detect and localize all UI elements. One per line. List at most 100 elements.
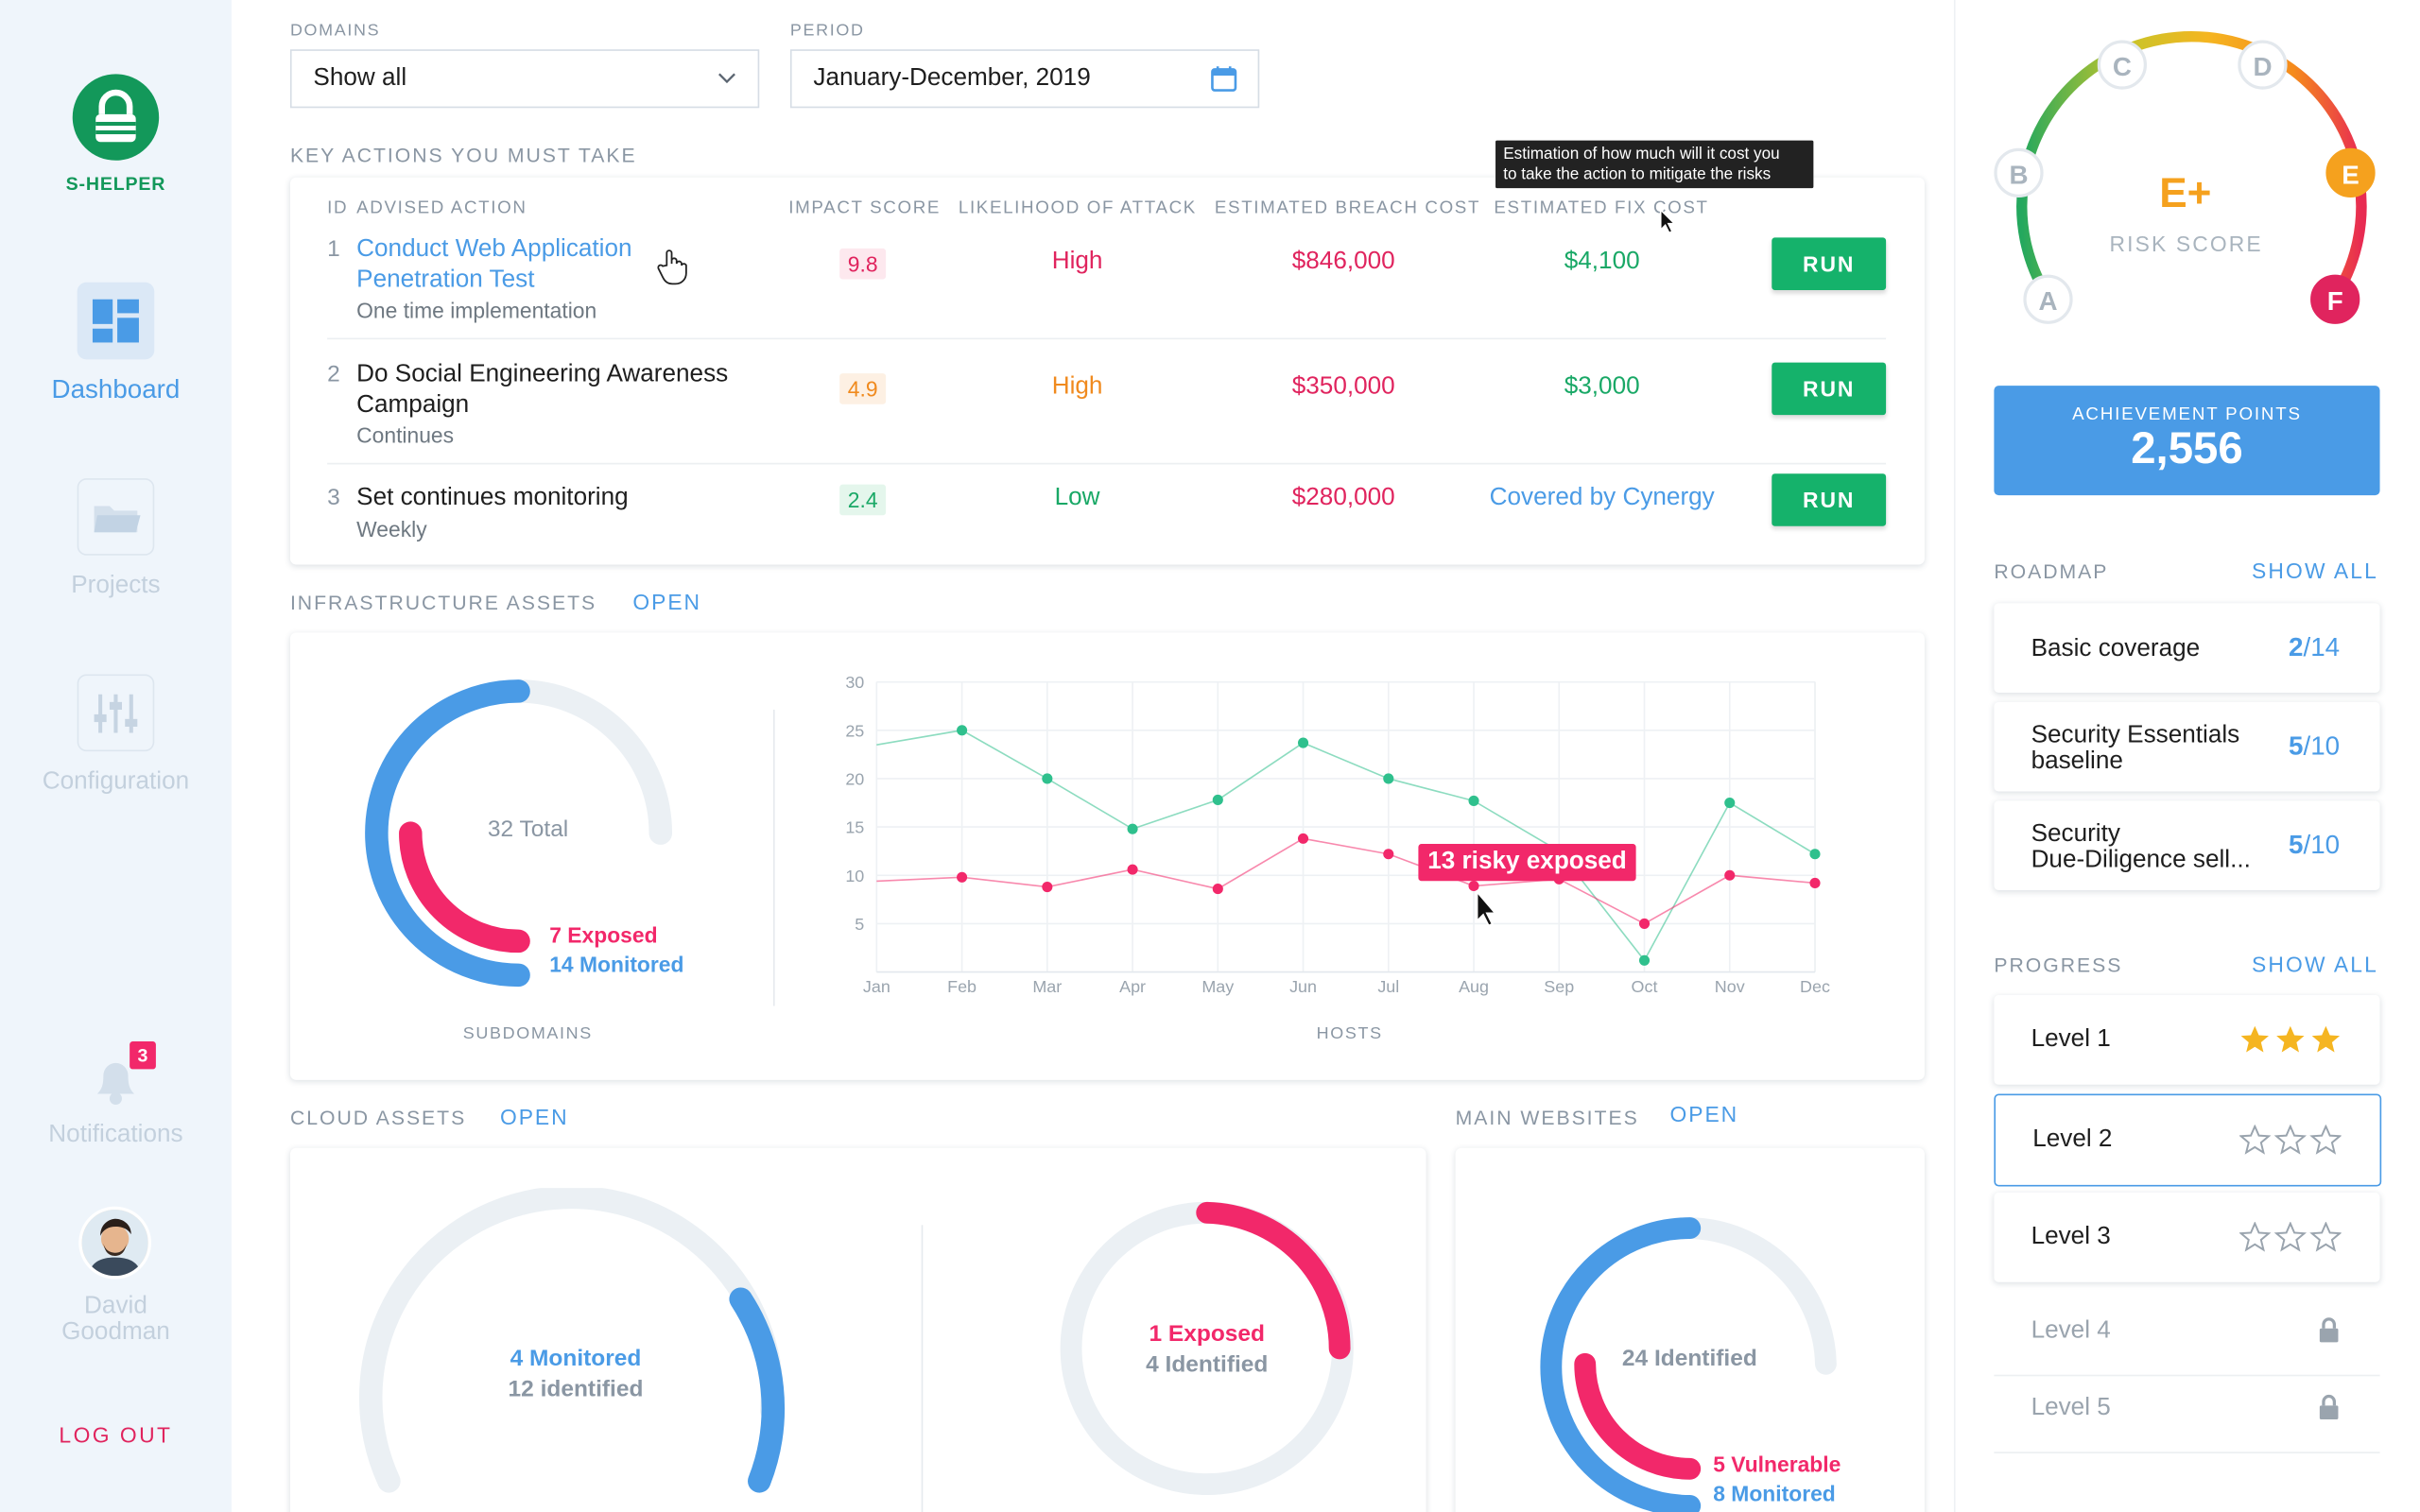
roadmap-item[interactable]: Security Due-Diligence sell... 5/10 <box>1994 800 2380 891</box>
sidebar: S-HELPER Dashboard Projects Configuratio… <box>0 0 232 1512</box>
col-id: ID <box>327 198 349 218</box>
data-point <box>1809 877 1821 888</box>
subdomains-label: SUBDOMAINS <box>462 1024 593 1043</box>
fix-cost[interactable]: Covered by Cynergy <box>1489 484 1715 511</box>
roadmap-item[interactable]: Basic coverage 2/14 <box>1994 603 2380 694</box>
sidebar-label-notifications[interactable]: Notifications <box>48 1121 183 1148</box>
row-divider <box>327 337 1887 340</box>
grade-f: F <box>2310 274 2360 324</box>
series-line-1 <box>876 837 1816 925</box>
progress-show-all[interactable]: SHOW ALL <box>2252 952 2378 977</box>
likelihood: High <box>1051 373 1103 400</box>
row-id: 3 <box>327 484 340 511</box>
cloud-monitored-gauge <box>359 1188 786 1493</box>
grade-e: E <box>2325 147 2376 198</box>
progress-level-4: Level 4 <box>1994 1287 2380 1377</box>
hosts-label: HOSTS <box>1316 1024 1383 1043</box>
calendar-icon[interactable] <box>1210 65 1237 93</box>
cloud-assets-card: 4 Monitored 12 identified 1 Exposed 4 Id… <box>289 1147 1426 1512</box>
sidebar-item-notifications[interactable]: 3 <box>85 1041 156 1109</box>
lock-icon <box>2319 1394 2339 1420</box>
avatar[interactable] <box>78 1206 151 1280</box>
sidebar-item-configuration[interactable] <box>77 674 155 752</box>
col-fix: ESTIMATED FIX COST <box>1494 198 1709 218</box>
likelihood: High <box>1051 248 1103 275</box>
cloud-open-link[interactable]: OPEN <box>499 1104 569 1130</box>
websites-monitored: 8 Monitored <box>1713 1481 1836 1506</box>
series-line-0 <box>876 729 1816 962</box>
x-tick-label: Mar <box>1032 977 1062 996</box>
stars-empty-icon <box>2238 1222 2342 1252</box>
achievement-label: ACHIEVEMENT POINTS <box>2072 405 2302 424</box>
websites-open-link[interactable]: OPEN <box>1669 1101 1739 1126</box>
hand-cursor-icon <box>657 249 687 285</box>
progress-title: PROGRESS <box>1994 953 2123 977</box>
period-label: PERIOD <box>789 21 865 41</box>
y-tick-label: 30 <box>845 673 864 692</box>
fix-cost-tooltip: Estimation of how much will it cost you … <box>1495 140 1814 189</box>
app-logo[interactable] <box>72 74 160 161</box>
grade-b: B <box>1994 147 2044 198</box>
key-actions-card: ID ADVISED ACTION IMPACT SCORE LIKELIHOO… <box>289 177 1925 565</box>
run-button[interactable]: RUN <box>1772 362 1887 416</box>
data-point <box>1297 737 1309 748</box>
logout-button[interactable]: LOG OUT <box>59 1422 173 1448</box>
cloud-gauge2-text: 1 Exposed 4 Identified <box>1146 1320 1269 1378</box>
stars-empty-icon <box>2238 1125 2342 1155</box>
x-tick-label: May <box>1201 977 1234 996</box>
infrastructure-card: 32 Total 7 Exposed 14 Monitored SUBDOMAI… <box>289 632 1925 1080</box>
run-button[interactable]: RUN <box>1772 473 1887 526</box>
sidebar-item-projects[interactable] <box>77 478 155 556</box>
grade-d: D <box>2238 40 2288 90</box>
x-tick-label: Apr <box>1119 977 1146 996</box>
run-button[interactable]: RUN <box>1772 237 1887 290</box>
col-impact: IMPACT SCORE <box>788 198 942 218</box>
main-websites-card: 24 Identified 5 Vulnerable 8 Monitored <box>1455 1147 1925 1512</box>
breach-cost: $846,000 <box>1291 248 1395 275</box>
subdomains-exposed: 7 Exposed <box>549 922 658 948</box>
period-picker[interactable]: January-December, 2019 <box>789 49 1260 109</box>
sidebar-label-dashboard[interactable]: Dashboard <box>51 374 181 404</box>
row-subtitle: One time implementation <box>356 298 597 323</box>
sidebar-label-projects[interactable]: Projects <box>71 572 161 599</box>
x-tick-label: Sep <box>1544 977 1574 996</box>
bell-icon <box>96 1062 135 1105</box>
row-subtitle: Weekly <box>356 516 427 542</box>
progress-level-2[interactable]: Level 2 <box>1994 1093 2382 1187</box>
risk-score-value: E+ <box>2159 169 2212 216</box>
infrastructure-open-link[interactable]: OPEN <box>632 589 702 614</box>
x-tick-label: Jan <box>863 977 890 996</box>
sidebar-item-dashboard[interactable] <box>77 282 155 360</box>
x-tick-label: Jun <box>1289 977 1317 996</box>
roadmap-item[interactable]: Security Essentials baseline 5/10 <box>1994 701 2380 792</box>
row-title-link[interactable]: Conduct Web Application Penetration Test <box>356 235 632 294</box>
data-point <box>1724 797 1736 809</box>
impact-score: 2.4 <box>839 484 887 516</box>
y-tick-label: 10 <box>845 867 864 885</box>
data-point <box>1809 849 1821 860</box>
chart-annotation: 13 risky exposed <box>1418 844 1636 882</box>
fix-cost: $3,000 <box>1564 373 1640 400</box>
sliders-icon <box>94 694 138 733</box>
subdomains-total: 32 Total <box>487 816 569 843</box>
sidebar-label-configuration[interactable]: Configuration <box>42 768 190 795</box>
subdomains-donut <box>365 679 673 988</box>
progress-level-3[interactable]: Level 3 <box>1994 1193 2380 1282</box>
period-value: January-December, 2019 <box>813 64 1091 92</box>
risk-score-label: RISK SCORE <box>2109 231 2263 257</box>
domains-select[interactable]: Show all <box>289 49 760 109</box>
data-point <box>1383 849 1394 860</box>
chart-divider <box>772 710 775 1006</box>
x-tick-label: Feb <box>947 977 977 996</box>
cloud-exposed-ring <box>1060 1201 1354 1496</box>
impact-score: 9.8 <box>839 248 887 280</box>
roadmap-show-all[interactable]: SHOW ALL <box>2252 558 2378 584</box>
row-subtitle: Continues <box>356 422 455 448</box>
websites-donut <box>1540 1217 1837 1512</box>
y-tick-label: 15 <box>845 818 864 837</box>
row-id: 2 <box>327 361 340 387</box>
roadmap-title: ROADMAP <box>1994 559 2109 584</box>
progress-level-1[interactable]: Level 1 <box>1994 995 2380 1085</box>
cloud-gauge1-text: 4 Monitored 12 identified <box>508 1345 644 1403</box>
